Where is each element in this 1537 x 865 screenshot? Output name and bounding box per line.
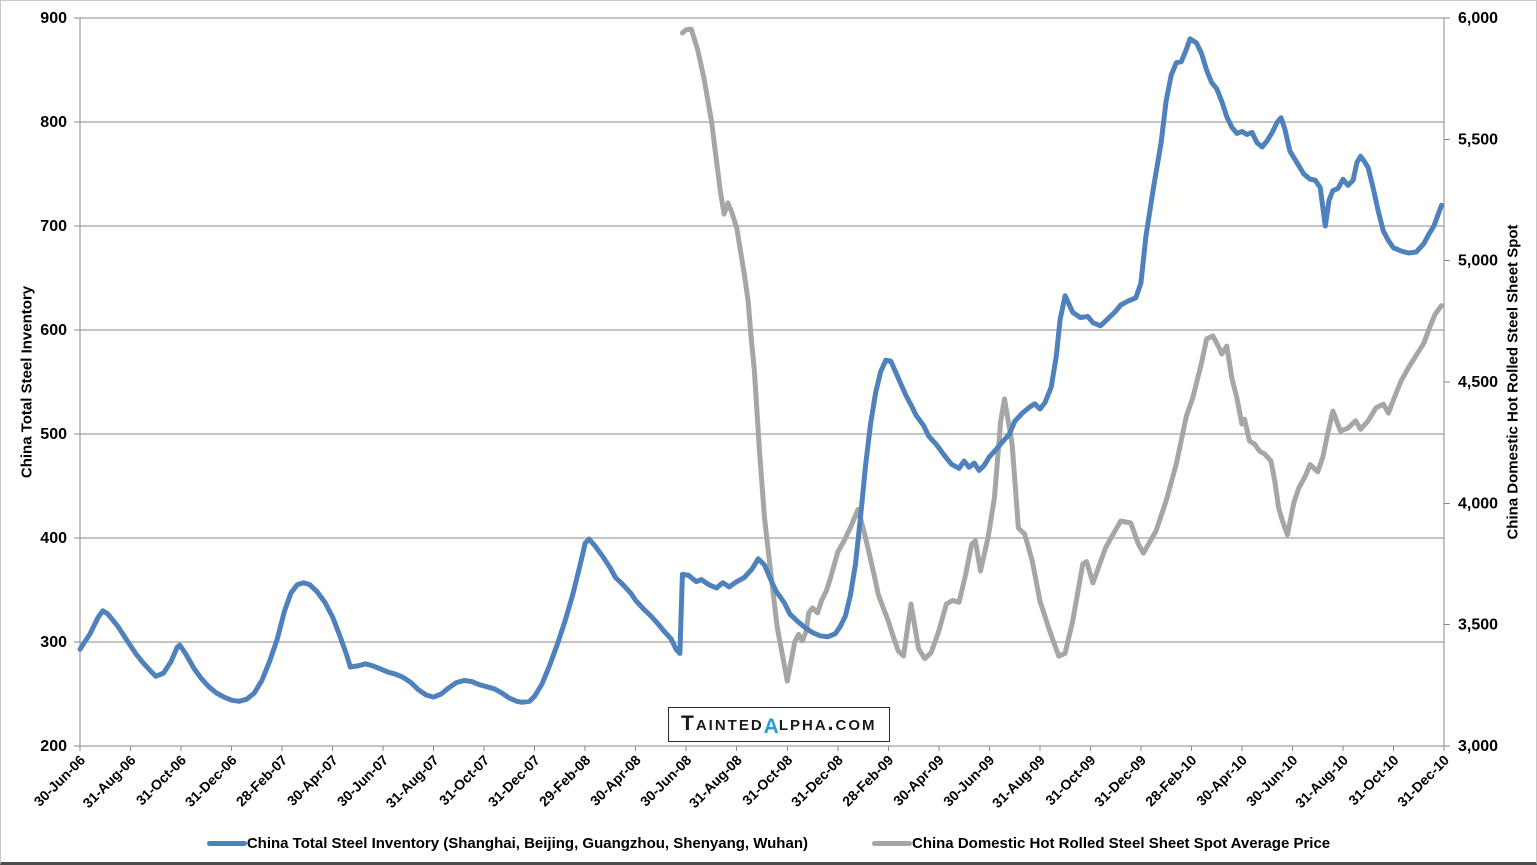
- right-axis-title: China Domestic Hot Rolled Steel Sheet Sp…: [1504, 224, 1522, 540]
- price-line-swatch: [871, 840, 912, 846]
- left-axis-labels: 200 300 400 500 600 700 800 900: [40, 10, 80, 755]
- steel-chart-plot: 200 300 400 500 600 700 800 900 3,000 3,500 4,000 4…: [31, 10, 1499, 811]
- svg-text:6,000: 6,000: [1458, 10, 1498, 27]
- svg-text:28-Feb-10: 28-Feb-10: [1142, 752, 1200, 810]
- svg-text:5,000: 5,000: [1458, 253, 1498, 270]
- inventory-line-swatch: [206, 840, 247, 846]
- svg-text:31-Aug-09: 31-Aug-09: [989, 752, 1048, 811]
- svg-text:31-Dec-06: 31-Dec-06: [182, 752, 240, 810]
- svg-text:500: 500: [40, 426, 67, 443]
- svg-text:300: 300: [40, 634, 67, 651]
- watermark-suffix: lpha.com: [778, 712, 877, 735]
- svg-text:31-Oct-07: 31-Oct-07: [436, 752, 493, 809]
- svg-text:3,500: 3,500: [1458, 617, 1498, 634]
- x-axis-labels: 30-Jun-0631-Aug-0631-Oct-0631-Dec-0628-F…: [31, 746, 1452, 811]
- svg-text:31-Oct-08: 31-Oct-08: [739, 752, 796, 809]
- svg-text:31-Oct-10: 31-Oct-10: [1345, 752, 1402, 809]
- legend: China Total Steel Inventory (Shanghai, B…: [1, 828, 1536, 858]
- svg-text:4,500: 4,500: [1458, 374, 1498, 391]
- svg-text:30-Apr-07: 30-Apr-07: [284, 752, 341, 809]
- watermark-prefix: Tainted: [681, 712, 764, 735]
- svg-text:800: 800: [40, 114, 67, 131]
- svg-text:31-Dec-09: 31-Dec-09: [1091, 752, 1149, 810]
- svg-text:31-Dec-08: 31-Dec-08: [788, 752, 846, 810]
- svg-text:31-Dec-10: 31-Dec-10: [1394, 752, 1452, 810]
- svg-text:31-Aug-06: 31-Aug-06: [79, 752, 138, 811]
- svg-text:5,500: 5,500: [1458, 131, 1498, 148]
- inventory-series-line: [77, 36, 1444, 705]
- watermark: Taintedαlpha.com: [668, 707, 890, 742]
- svg-text:31-Oct-06: 31-Oct-06: [133, 752, 190, 809]
- svg-text:31-Aug-10: 31-Aug-10: [1292, 752, 1351, 811]
- axis-lines: [79, 18, 1445, 747]
- svg-text:28-Feb-09: 28-Feb-09: [839, 752, 897, 810]
- svg-text:31-Oct-09: 31-Oct-09: [1042, 752, 1099, 809]
- watermark-alpha-glyph: α: [763, 707, 779, 740]
- svg-text:30-Apr-10: 30-Apr-10: [1193, 752, 1250, 809]
- svg-text:900: 900: [40, 10, 67, 27]
- svg-text:31-Aug-07: 31-Aug-07: [383, 752, 442, 811]
- svg-text:29-Feb-08: 29-Feb-08: [536, 752, 594, 810]
- right-axis-labels: 3,000 3,500 4,000 4,500 5,000 5,500 6,000: [1444, 10, 1498, 755]
- legend-item-price: China Domestic Hot Rolled Steel Sheet Sp…: [871, 834, 1331, 852]
- svg-text:30-Apr-09: 30-Apr-09: [890, 752, 947, 809]
- svg-text:31-Aug-08: 31-Aug-08: [686, 752, 745, 811]
- svg-text:700: 700: [40, 218, 67, 235]
- svg-text:31-Dec-07: 31-Dec-07: [485, 752, 543, 810]
- svg-text:600: 600: [40, 322, 67, 339]
- price-series-line: [679, 26, 1444, 684]
- svg-text:400: 400: [40, 530, 67, 547]
- legend-label-inventory: China Total Steel Inventory (Shanghai, B…: [246, 834, 808, 852]
- legend-label-price: China Domestic Hot Rolled Steel Sheet Sp…: [911, 834, 1331, 852]
- svg-text:200: 200: [40, 738, 67, 755]
- svg-text:3,000: 3,000: [1458, 738, 1498, 755]
- svg-text:4,000: 4,000: [1458, 495, 1498, 512]
- legend-item-inventory: China Total Steel Inventory (Shanghai, B…: [206, 834, 808, 852]
- left-axis-title: China Total Steel Inventory: [18, 285, 36, 479]
- svg-text:30-Apr-08: 30-Apr-08: [587, 752, 644, 809]
- svg-text:28-Feb-07: 28-Feb-07: [233, 752, 291, 810]
- gridlines: [80, 17, 1444, 747]
